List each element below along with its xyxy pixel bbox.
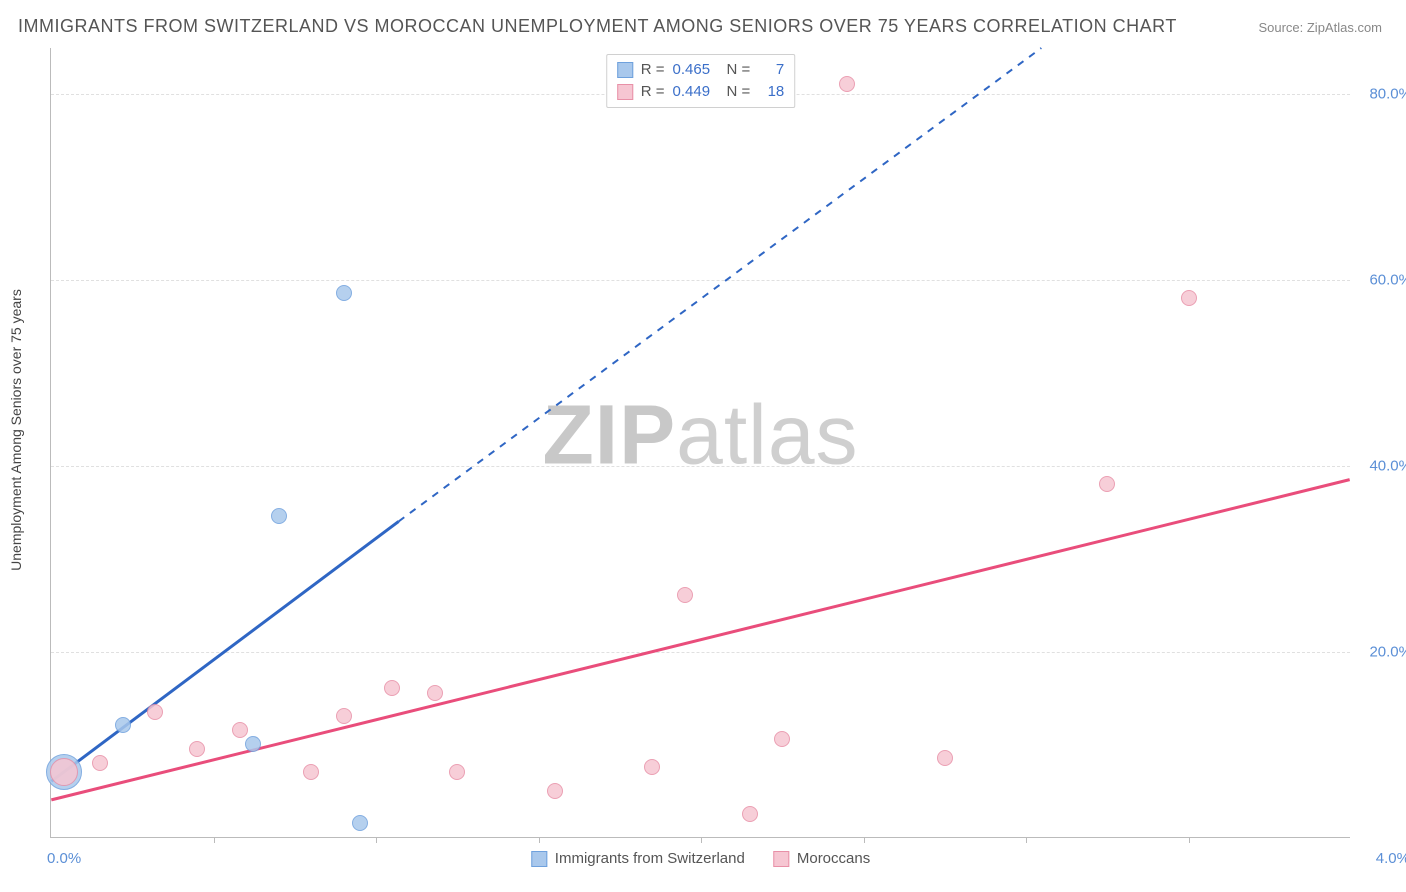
- x-tick: [214, 837, 215, 843]
- legend-swatch: [531, 851, 547, 867]
- data-point: [1181, 290, 1197, 306]
- legend-swatch: [617, 62, 633, 78]
- data-point: [271, 508, 287, 524]
- chart-plot-area: ZIPatlas 20.0%40.0%60.0%80.0% R =0.465N …: [50, 48, 1350, 838]
- data-point: [50, 758, 78, 786]
- data-point: [644, 759, 660, 775]
- trend-line: [51, 480, 1349, 800]
- legend-r-label: R =: [641, 81, 665, 103]
- data-point: [1099, 476, 1115, 492]
- legend-n-label: N =: [727, 59, 751, 81]
- legend-swatch: [773, 851, 789, 867]
- y-tick-label: 40.0%: [1357, 458, 1406, 475]
- data-point: [677, 587, 693, 603]
- data-point: [115, 717, 131, 733]
- legend-n-value: 18: [758, 81, 784, 103]
- legend-row: R = 0.465 N = 7: [617, 59, 785, 81]
- legend-series-label: Moroccans: [797, 850, 870, 867]
- legend-series-item: Immigrants from Switzerland: [531, 850, 745, 867]
- x-tick: [376, 837, 377, 843]
- data-point: [336, 285, 352, 301]
- trend-lines-svg: [51, 48, 1350, 837]
- data-point: [92, 755, 108, 771]
- data-point: [147, 704, 163, 720]
- x-tick: [1026, 837, 1027, 843]
- x-tick: [864, 837, 865, 843]
- y-tick-label: 60.0%: [1357, 272, 1406, 289]
- legend-r-label: R =: [641, 59, 665, 81]
- data-point: [189, 741, 205, 757]
- legend-r-value: 0.465: [673, 59, 719, 81]
- x-axis-min-label: 0.0%: [47, 850, 81, 867]
- data-point: [352, 815, 368, 831]
- y-tick-label: 80.0%: [1357, 86, 1406, 103]
- data-point: [384, 680, 400, 696]
- data-point: [449, 764, 465, 780]
- x-tick: [539, 837, 540, 843]
- source-label: Source: ZipAtlas.com: [1258, 20, 1382, 35]
- series-legend: Immigrants from Switzerland Moroccans: [531, 850, 870, 867]
- data-point: [336, 708, 352, 724]
- legend-r-value: 0.449: [673, 81, 719, 103]
- correlation-legend: R = 0.465 N = 7 R = 0.449 N = 18: [606, 54, 796, 108]
- legend-row: R = 0.449 N = 18: [617, 81, 785, 103]
- data-point: [547, 783, 563, 799]
- legend-n-label: N =: [727, 81, 751, 103]
- y-tick-label: 20.0%: [1357, 644, 1406, 661]
- data-point: [839, 76, 855, 92]
- trend-line-extrapolated: [399, 48, 1042, 521]
- legend-series-label: Immigrants from Switzerland: [555, 850, 745, 867]
- data-point: [937, 750, 953, 766]
- legend-series-item: Moroccans: [773, 850, 870, 867]
- data-point: [245, 736, 261, 752]
- x-axis-max-label: 4.0%: [1355, 850, 1406, 867]
- x-tick: [1189, 837, 1190, 843]
- data-point: [742, 806, 758, 822]
- chart-title: IMMIGRANTS FROM SWITZERLAND VS MOROCCAN …: [18, 16, 1177, 37]
- legend-swatch: [617, 84, 633, 100]
- data-point: [427, 685, 443, 701]
- data-point: [232, 722, 248, 738]
- y-axis-label: Unemployment Among Seniors over 75 years: [8, 289, 24, 571]
- trend-line: [51, 521, 398, 781]
- data-point: [774, 731, 790, 747]
- legend-n-value: 7: [758, 59, 784, 81]
- data-point: [303, 764, 319, 780]
- x-tick: [701, 837, 702, 843]
